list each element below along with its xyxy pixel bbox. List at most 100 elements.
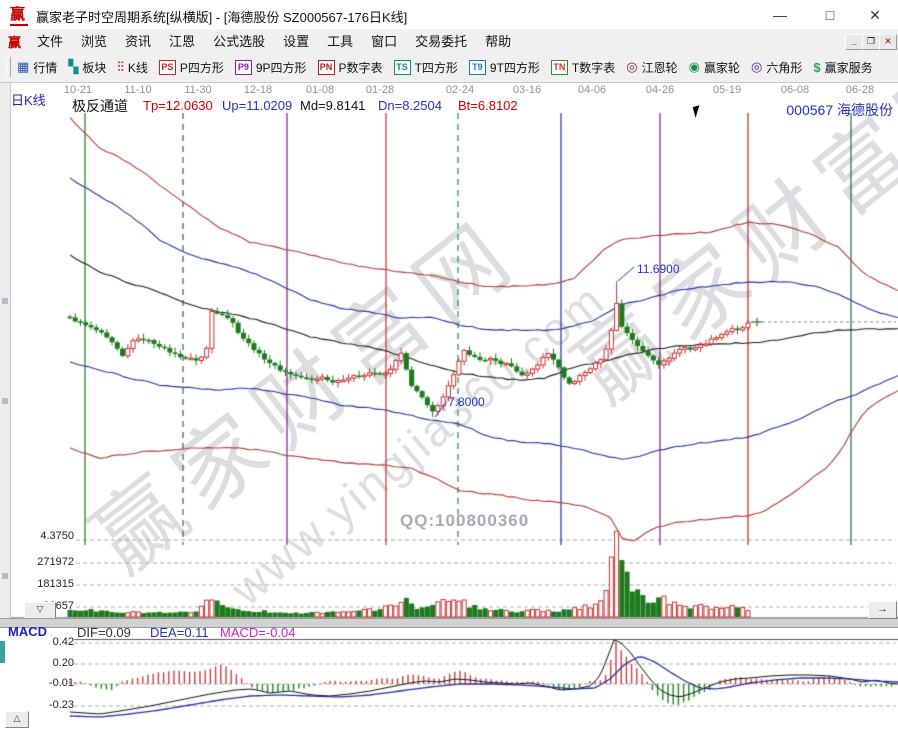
expand-panel-button[interactable]: △ xyxy=(5,711,29,728)
mdi-minimize-button[interactable]: _ xyxy=(845,34,863,50)
date-tick-label: 03-16 xyxy=(512,84,542,96)
macd-axis-label: 0.20 xyxy=(52,657,74,669)
date-tick-label: 05-19 xyxy=(712,84,742,96)
toolbar-label: P四方形 xyxy=(179,60,224,75)
toolbar-label: 赢家服务 xyxy=(824,60,873,75)
mdi-restore-button[interactable]: ❐ xyxy=(862,34,880,50)
price-axis-bottom-label: 4.3750 xyxy=(40,530,74,542)
close-button[interactable]: ✕ xyxy=(869,7,881,23)
9t-square-icon: T9 xyxy=(468,59,486,75)
volume-axis-label: 271972 xyxy=(37,556,74,568)
menu-item[interactable]: 资讯 xyxy=(125,34,152,49)
dock-accent-mark xyxy=(0,641,5,663)
toolbar-label: T数字表 xyxy=(571,60,616,75)
collapse-panel-button[interactable]: ▽ xyxy=(24,602,56,619)
toolbar-drag-handle[interactable] xyxy=(6,57,11,77)
volume-axis-label: 181315 xyxy=(37,578,74,590)
channel-value: Md=9.8141 xyxy=(300,98,366,113)
toolbar-gann-wheel[interactable]: ◎ 江恩轮 xyxy=(626,59,677,76)
dock-mark-icon xyxy=(2,298,8,304)
channel-value: Bt=6.8102 xyxy=(458,98,518,113)
menu-item[interactable]: 浏览 xyxy=(81,34,108,49)
app-logo-icon: 赢 xyxy=(10,6,28,26)
channel-indicator-label: 极反通道 xyxy=(72,98,128,114)
toolbar-sectors[interactable]: ▚ 板块 xyxy=(68,59,106,76)
menu-item[interactable]: 交易委托 xyxy=(415,34,468,49)
date-tick-label: 11-30 xyxy=(184,84,212,96)
p-square-icon: PS xyxy=(158,59,176,75)
macd-dea-value: DEA=0.11 xyxy=(150,625,209,640)
toolbar-label: K线 xyxy=(127,60,148,75)
toolbar-winner-wheel[interactable]: ◉ 赢家轮 xyxy=(689,59,740,76)
macd-dif-value: DIF=0.09 xyxy=(77,625,131,640)
toolbar-t-number-table[interactable]: TN T数字表 xyxy=(550,59,616,76)
sectors-icon: ▚ xyxy=(68,59,79,74)
toolbar-9p-square[interactable]: P9 9P四方形 xyxy=(234,59,307,76)
date-tick-label: 06-08 xyxy=(780,84,810,96)
macd-axis-label: -0.01 xyxy=(48,677,74,689)
date-tick-label: 11-10 xyxy=(124,84,152,96)
title-bar: 赢 赢家老子时空周期系统[纵横版] - [海德股份 SZ000567-176日K… xyxy=(0,0,898,30)
channel-value: Dn=8.2504 xyxy=(378,98,442,113)
high-price-annotation: 11.6900 xyxy=(637,262,680,276)
left-dock-strip xyxy=(0,83,11,618)
toolbar-quotes[interactable]: ▦ 行情 xyxy=(17,59,57,76)
dock-mark-icon xyxy=(2,573,8,579)
qq-watermark: QQ:100800360 xyxy=(400,511,530,530)
mdi-close-button[interactable]: ✕ xyxy=(879,34,897,50)
date-tick-label: 04-26 xyxy=(645,84,675,96)
dock-mark-icon xyxy=(2,398,8,404)
quotes-icon: ▦ xyxy=(17,59,30,74)
toolbar-label: 9P四方形 xyxy=(255,60,307,75)
p-number-table-icon: PN xyxy=(317,59,335,75)
toolbar-label: 9T四方形 xyxy=(489,60,540,75)
low-price-annotation: 7.8000 xyxy=(448,395,485,409)
date-tick-label: 12-18 xyxy=(243,84,273,96)
menu-item[interactable]: 公式选股 xyxy=(213,34,266,49)
t-number-table-icon: TN xyxy=(550,59,568,75)
toolbar-label: 六角形 xyxy=(766,60,803,75)
9p-square-icon: P9 xyxy=(234,59,252,75)
menu-item[interactable]: 工具 xyxy=(327,34,354,49)
winner-wheel-icon: ◉ xyxy=(688,59,700,74)
channel-value: Up=11.0209 xyxy=(222,98,293,113)
toolbar-label: T四方形 xyxy=(414,60,458,75)
date-tick-label: 06-28 xyxy=(845,84,875,96)
macd-panel-label[interactable]: MACD xyxy=(8,624,47,639)
horizontal-scrollbar[interactable] xyxy=(0,618,898,628)
toolbar-kline[interactable]: ⫶⫶ K线 xyxy=(117,59,148,76)
period-label[interactable]: 日K线 xyxy=(11,93,46,108)
date-tick-label: 04-06 xyxy=(577,84,607,96)
window-title: 赢家老子时空周期系统[纵横版] - [海德股份 SZ000567-176日K线] xyxy=(36,10,408,25)
menu-item[interactable]: 文件 xyxy=(37,34,64,49)
toolbar-label: P数字表 xyxy=(338,60,383,75)
date-tick-label: 01-28 xyxy=(365,84,395,96)
t-square-icon: TS xyxy=(393,59,411,75)
gann-wheel-icon: ◎ xyxy=(626,59,638,74)
winner-service-icon: $ xyxy=(813,59,821,75)
menu-logo-icon: 赢 xyxy=(8,35,22,50)
macd-axis-label: -0.23 xyxy=(48,699,74,711)
toolbar-t-square[interactable]: TS T四方形 xyxy=(393,59,458,76)
toolbar-label: 江恩轮 xyxy=(641,60,678,75)
minimize-button[interactable]: — xyxy=(773,7,787,23)
scroll-right-button[interactable]: → xyxy=(868,601,897,619)
toolbar-p-square[interactable]: PS P四方形 xyxy=(158,59,224,76)
menu-item[interactable]: 帮助 xyxy=(485,34,512,49)
menu-item[interactable]: 窗口 xyxy=(371,34,398,49)
toolbar-p-number-table[interactable]: PN P数字表 xyxy=(317,59,383,76)
toolbar-winner-service[interactable]: $ 赢家服务 xyxy=(813,59,872,76)
toolbar-label: 赢家轮 xyxy=(703,60,740,75)
channel-value: Tp=12.0630 xyxy=(143,98,213,113)
stock-code-name: 000567 海德股份 xyxy=(786,102,893,118)
menu-item[interactable]: 设置 xyxy=(283,34,310,49)
menu-items: 文件 浏览 资讯 江恩 公式选股 设置 工具 窗口 交易委托 帮助 xyxy=(28,29,520,52)
toolbar-hexagon[interactable]: ◎ 六角形 xyxy=(751,59,802,76)
maximize-button[interactable]: □ xyxy=(825,7,835,23)
macd-axis-label: 0.42 xyxy=(52,636,74,648)
toolbar-9t-square[interactable]: T9 9T四方形 xyxy=(468,59,540,76)
menu-item[interactable]: 江恩 xyxy=(169,34,196,49)
toolbar-label: 行情 xyxy=(33,60,58,75)
